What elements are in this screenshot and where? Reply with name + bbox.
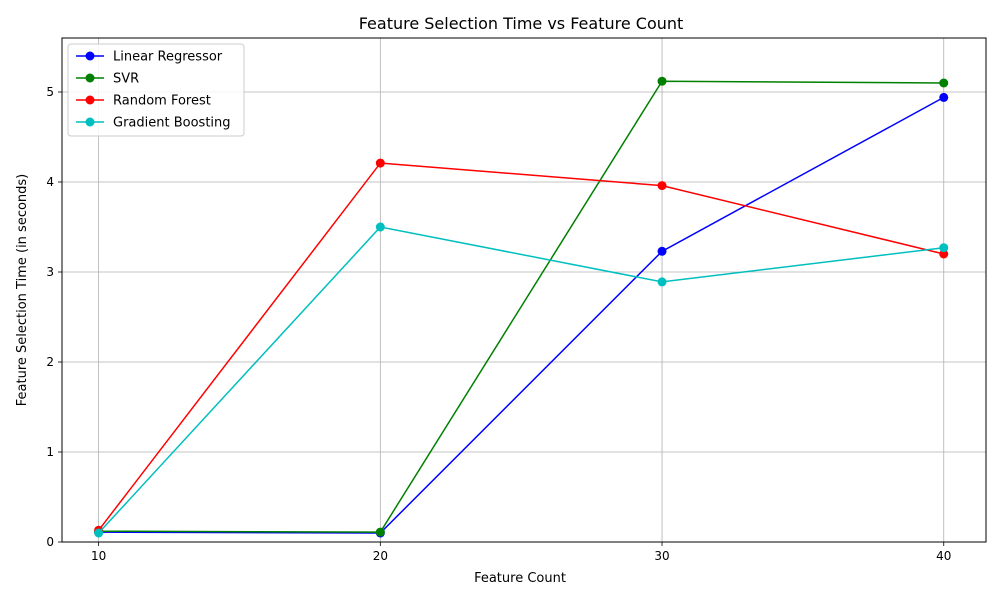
x-tick-label: 10 — [91, 549, 106, 563]
legend-marker — [85, 117, 95, 127]
series-line — [98, 80, 944, 533]
data-point — [94, 528, 104, 538]
data-point — [375, 222, 385, 232]
legend-frame — [67, 43, 245, 137]
series-line — [98, 226, 944, 534]
legend: Linear Regressor SVR Random Forest Gradient… — [67, 43, 245, 137]
data-point — [657, 76, 667, 86]
data-point — [375, 158, 385, 168]
legend-label: SVR — [113, 72, 139, 87]
y-tick-label: 1 — [46, 445, 54, 459]
x-tick-label: 40 — [936, 549, 951, 563]
legend-item: Linear Regressor — [76, 50, 223, 65]
legend-label: Random Forest — [113, 94, 211, 109]
y-tick-label: 0 — [46, 535, 54, 549]
chart-title: Feature Selection Time vs Feature Count — [359, 14, 684, 33]
x-tick-label: 20 — [373, 549, 388, 563]
legend-label: Gradient Boosting — [113, 116, 231, 131]
y-axis-label: Feature Selection Time (in seconds) — [15, 174, 30, 407]
x-axis-label: Feature Count — [474, 571, 566, 586]
series-linear-regressor — [94, 92, 949, 538]
data-point — [939, 78, 949, 88]
series-layer — [94, 76, 949, 538]
legend-item: SVR — [76, 72, 139, 87]
series-gradient-boosting — [94, 222, 949, 538]
legend-label: Linear Regressor — [113, 50, 223, 65]
series-random-forest — [94, 158, 949, 535]
data-point — [939, 249, 949, 259]
legend-item: Gradient Boosting — [76, 116, 231, 131]
series-svr — [94, 76, 949, 537]
series-line — [98, 162, 944, 531]
data-point — [375, 527, 385, 537]
x-axis: 10 20 30 40 — [91, 542, 951, 563]
plot-area-frame — [61, 37, 987, 543]
legend-marker — [85, 95, 95, 105]
data-point — [657, 181, 667, 191]
data-point — [657, 277, 667, 287]
legend-item: Random Forest — [76, 94, 211, 109]
y-tick-label: 2 — [46, 355, 54, 369]
data-point — [939, 92, 949, 102]
y-tick-label: 3 — [46, 265, 54, 279]
legend-marker — [85, 51, 95, 61]
x-tick-label: 30 — [654, 549, 669, 563]
data-point — [657, 246, 667, 256]
y-tick-label: 4 — [46, 175, 54, 189]
legend-marker — [85, 73, 95, 83]
series-line — [98, 96, 945, 534]
y-axis: 0 1 2 3 4 5 — [46, 85, 62, 549]
y-tick-label: 5 — [46, 85, 54, 99]
data-point — [939, 243, 949, 253]
